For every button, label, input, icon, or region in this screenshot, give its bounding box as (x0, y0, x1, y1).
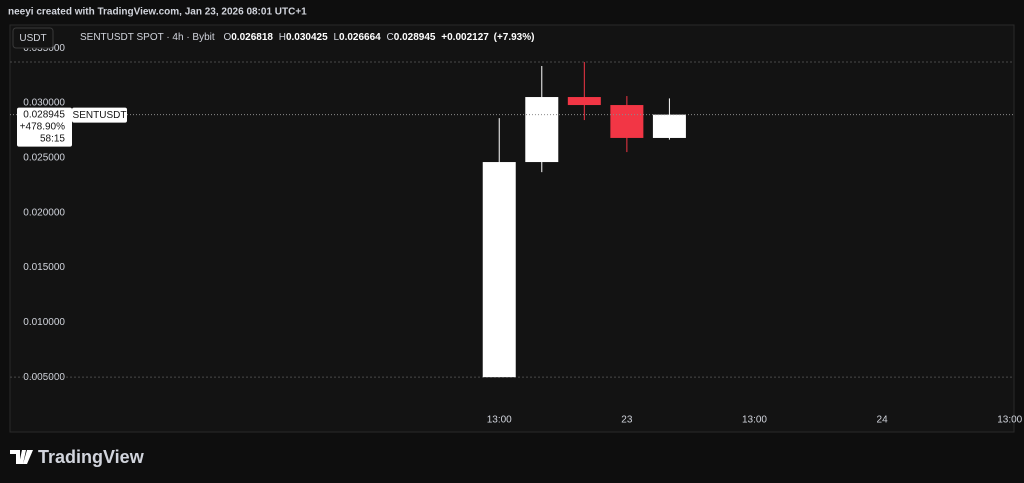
candle-body (652, 114, 686, 138)
y-tick-label: 0.025000 (23, 153, 65, 164)
y-tick-label: 0.015000 (23, 262, 65, 273)
ohlc-value: 0.026818 (231, 32, 273, 43)
x-tick-label: 24 (877, 415, 889, 426)
candle-body (610, 105, 644, 138)
change-percent: (+7.93%) (494, 32, 535, 43)
symbol-title: SENTUSDT SPOT · 4h · Bybit (80, 32, 215, 43)
attribution: neeyi created with TradingView.com, Jan … (8, 7, 307, 18)
change: +0.002127 (441, 32, 489, 43)
currency-label: USDT (19, 33, 46, 44)
x-tick-label: 23 (621, 415, 633, 426)
y-tick-label: 0.010000 (23, 317, 65, 328)
legend: SENTUSDT SPOT · 4h · Bybit O0.026818 H0.… (80, 32, 534, 43)
symbol-badge-text: SENTUSDT (73, 110, 127, 121)
logo-icon (10, 450, 33, 464)
candle-body (525, 97, 559, 163)
price-badge-change: +478.90% (20, 121, 65, 132)
logo-text: TradingView (38, 447, 145, 467)
x-tick-label: 13:00 (742, 415, 767, 426)
ohlc-key: O (223, 32, 231, 43)
ohlc-key: L (333, 32, 339, 43)
price-badge-countdown: 58:15 (40, 133, 65, 144)
ohlc-value: 0.026664 (339, 32, 381, 43)
ohlc-value: 0.028945 (394, 32, 436, 43)
x-tick-label: 13:00 (997, 415, 1022, 426)
currency-button[interactable] (12, 27, 54, 49)
price-badge-value: 0.028945 (23, 109, 65, 120)
ohlc-key: C (387, 32, 394, 43)
y-tick-label: 0.005000 (23, 372, 65, 383)
candle-body (482, 162, 516, 378)
symbol-badge (72, 107, 127, 123)
logo: TradingView (10, 447, 145, 467)
y-tick-label: 0.030000 (23, 98, 65, 109)
candle-body (567, 97, 601, 106)
price-badge (17, 107, 72, 147)
ohlc-key: H (279, 32, 286, 43)
ohlc-value: 0.030425 (286, 32, 328, 43)
y-tick-label: 0.020000 (23, 207, 65, 218)
x-tick-label: 13:00 (487, 415, 512, 426)
